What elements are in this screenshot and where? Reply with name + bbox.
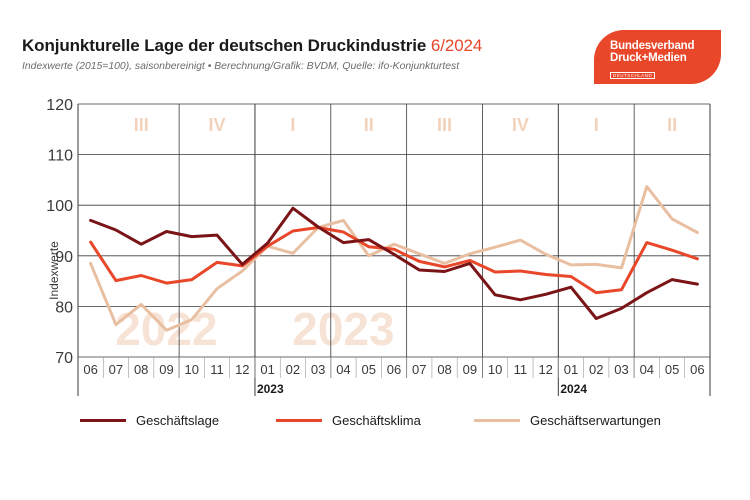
y-tick-label: 120 [46, 97, 73, 114]
x-tick-label: 02 [286, 362, 300, 377]
legend-swatch [276, 418, 322, 422]
chart-subtitle: Indexwerte (2015=100), saisonbereinigt •… [22, 61, 460, 72]
y-tick-label: 110 [47, 148, 73, 165]
x-tick-label: 09 [159, 362, 173, 377]
legend-item: Geschäftserwartungen [474, 408, 661, 432]
chart-header: Konjunkturelle Lage der deutschen Drucki… [22, 36, 582, 72]
geschaeftsklima-line [89, 226, 699, 295]
legend-swatch [80, 418, 126, 422]
logo-line-1: Bundesverband [610, 40, 695, 52]
quarter-label: II [364, 115, 374, 135]
legend-label: Geschäftserwartungen [530, 412, 661, 428]
chart-title-main: Konjunkturelle Lage der deutschen Drucki… [22, 36, 427, 55]
year-label: 2023 [257, 382, 284, 396]
x-tick-label: 07 [412, 362, 426, 377]
year-watermark: 2023 [292, 303, 394, 355]
legend-label: Geschäftslage [136, 412, 220, 428]
x-tick-label: 11 [210, 362, 224, 377]
chart-title-date: 6/2024 [430, 36, 483, 55]
y-tick-label: 100 [46, 198, 73, 215]
quarter-label: III [134, 115, 149, 135]
quarter-label: I [594, 115, 599, 135]
y-axis-label: Indexwerte [47, 241, 61, 300]
geschaeftslage-line [89, 206, 699, 320]
x-tick-label: 03 [614, 362, 628, 377]
x-tick-label: 08 [437, 362, 451, 377]
x-tick-label: 03 [311, 362, 325, 377]
chart-legend: Geschäftslage Geschäftsklima Geschäftserwa… [0, 408, 750, 432]
quarter-label: I [290, 115, 295, 135]
quarter-label: IV [512, 115, 529, 135]
quarter-label: III [437, 115, 452, 135]
y-tick-label: 90 [55, 249, 73, 266]
x-tick-label: 06 [387, 362, 401, 377]
x-tick-label: 04 [336, 362, 350, 377]
year-label: 2024 [560, 382, 587, 396]
x-tick-label: 06 [83, 362, 97, 377]
bvdm-logo: Bundesverband Druck+Medien DEUTSCHLAND [594, 30, 721, 84]
x-tick-label: 11 [514, 362, 528, 377]
x-tick-label: 04 [640, 362, 654, 377]
x-tick-label: 02 [589, 362, 603, 377]
y-tick-label: 70 [55, 350, 73, 367]
legend-label: Geschäftsklima [332, 412, 421, 428]
x-tick-label: 12 [235, 362, 249, 377]
x-tick-label: 09 [463, 362, 477, 377]
chart-title: Konjunkturelle Lage der deutschen Drucki… [22, 36, 582, 56]
x-tick-label: 06 [690, 362, 704, 377]
x-tick-label: 01 [564, 362, 578, 377]
logo-line-2: Druck+Medien [610, 52, 687, 64]
quarter-label: II [667, 115, 677, 135]
x-tick-label: 08 [134, 362, 148, 377]
geschaeftserwartungen-line [89, 185, 699, 332]
x-tick-label: 12 [538, 362, 552, 377]
x-tick-label: 05 [361, 362, 375, 377]
x-tick-label: 01 [260, 362, 274, 377]
x-tick-label: 07 [109, 362, 123, 377]
x-tick-label: 05 [665, 362, 679, 377]
y-tick-label: 80 [55, 299, 73, 316]
quarter-label: IV [209, 115, 226, 135]
x-tick-label: 10 [185, 362, 199, 377]
legend-item: Geschäftslage [80, 408, 219, 432]
legend-swatch [474, 418, 520, 422]
logo-line-3: DEUTSCHLAND [610, 72, 656, 79]
legend-item: Geschäftsklima [276, 408, 421, 432]
x-tick-label: 10 [488, 362, 502, 377]
